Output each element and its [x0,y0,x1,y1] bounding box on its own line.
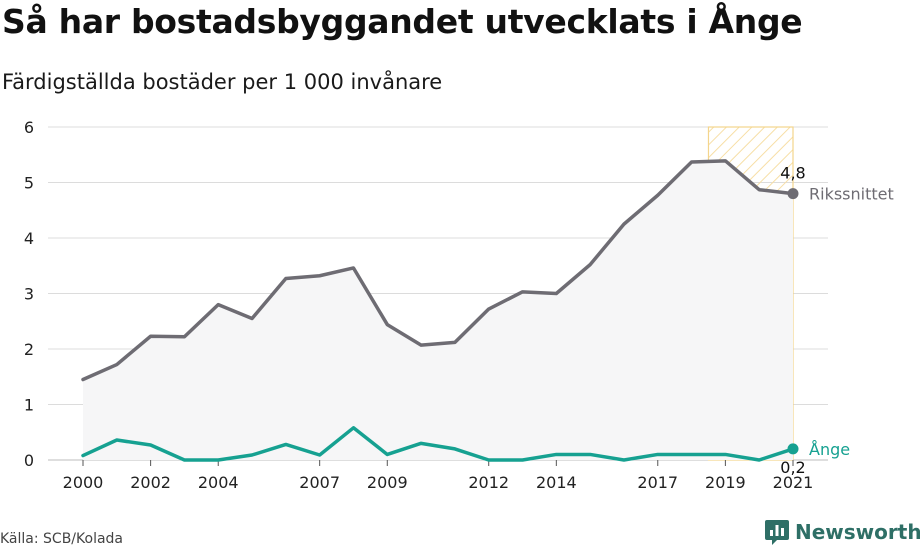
x-tick-label: 2021 [773,473,814,492]
data-point [724,159,727,162]
municipality-end-marker [787,443,799,455]
data-point [690,453,693,456]
data-point [622,458,625,461]
data-point [318,274,321,277]
data-point [386,323,389,326]
data-point [250,453,253,456]
y-tick-label: 3 [24,285,34,304]
x-tick-label: 2007 [299,473,340,492]
data-point [453,341,456,344]
national-area-fill [83,160,793,461]
national-series-line [81,159,795,382]
y-tick-label: 1 [24,396,34,415]
data-point [115,363,118,366]
y-tick-label: 5 [24,174,34,193]
data-point [521,458,524,461]
area-fill [83,160,793,461]
data-point [81,454,84,457]
data-point [555,453,558,456]
municipality-series-line [81,426,795,462]
data-point [217,303,220,306]
data-point [250,317,253,320]
data-point [217,458,220,461]
data-point [521,290,524,293]
data-point [487,458,490,461]
data-point [386,453,389,456]
data-point [149,335,152,338]
data-point [352,426,355,429]
x-tick-label: 2000 [63,473,104,492]
data-point [453,447,456,450]
data-point [284,277,287,280]
data-point [724,453,727,456]
brand-logo: Newsworthy [764,518,920,546]
municipality-series-name-label: Ånge [809,440,850,459]
x-tick-label: 2002 [130,473,171,492]
data-point [183,458,186,461]
x-tick-label: 2009 [367,473,408,492]
national-end-value-label: 4,8 [780,164,805,183]
y-axis-ticks: 0 1 2 3 4 5 6 [24,118,34,470]
series-lines [81,159,795,462]
data-point [318,453,321,456]
data-point [81,378,84,381]
y-tick-label: 0 [24,451,34,470]
x-axis-ticks: 2000 2002 2004 2007 2009 2012 2014 2017 2019 2021 [63,460,814,492]
data-point [149,443,152,446]
data-point [690,160,693,163]
y-tick-label: 4 [24,229,34,248]
y-tick-label: 2 [24,340,34,359]
data-point [183,335,186,338]
data-point [758,458,761,461]
data-point [487,307,490,310]
data-point [758,188,761,191]
x-tick-label: 2019 [705,473,746,492]
national-series-name-label: Rikssnittet [809,185,894,204]
data-point [589,453,592,456]
national-end-marker [787,188,799,200]
municipality-end-value-label: 0,2 [780,458,805,477]
newsworthy-logo-icon [765,520,789,545]
data-point [622,223,625,226]
chart-title: Så har bostadsbyggandet utvecklats i Ång… [2,2,803,41]
data-point [284,443,287,446]
source-note: Källa: SCB/Kolada [0,531,124,547]
y-tick-label: 6 [24,118,34,137]
data-point [419,344,422,347]
data-point [419,442,422,445]
data-point [115,438,118,441]
data-point [555,292,558,295]
x-tick-label: 2012 [468,473,509,492]
data-point [352,266,355,269]
data-point [656,453,659,456]
data-point [589,263,592,266]
x-tick-label: 2014 [536,473,577,492]
data-point [656,194,659,197]
x-tick-label: 2004 [198,473,239,492]
chart-subtitle: Färdigställda bostäder per 1 000 invånar… [2,70,443,94]
x-tick-label: 2017 [637,473,678,492]
brand-name: Newsworthy [795,520,920,544]
